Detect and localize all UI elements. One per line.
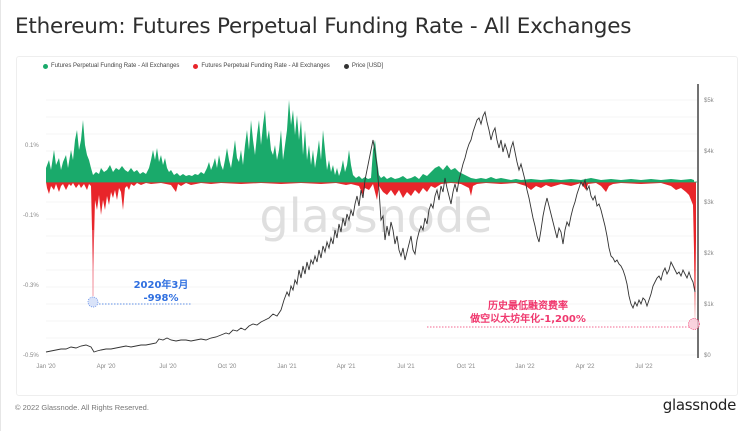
legend-item-funding-positive[interactable]: Futures Perpetual Funding Rate - All Exc… bbox=[43, 63, 179, 69]
y-axis-left: 0.1% -0.1% -0.3% -0.5% bbox=[23, 143, 39, 359]
x-tick: Oct '21 bbox=[457, 364, 476, 370]
legend-label: Futures Perpetual Funding Rate - All Exc… bbox=[201, 63, 330, 69]
price-line bbox=[45, 110, 696, 353]
x-tick: Jan '22 bbox=[515, 364, 535, 370]
y-axis-right: $5k $4k $3k $2k $1k $0 bbox=[704, 98, 715, 359]
y-tick-left: -0.1% bbox=[23, 213, 39, 219]
legend-dot-red-icon bbox=[193, 63, 199, 69]
x-tick: Jul '21 bbox=[397, 364, 415, 370]
annotation-march-2020-date: 2020年3月 bbox=[134, 278, 189, 291]
y-tick-right: $1k bbox=[704, 302, 715, 308]
x-tick: Apr '22 bbox=[576, 364, 595, 370]
legend-label: Futures Perpetual Funding Rate - All Exc… bbox=[51, 63, 180, 69]
x-tick: Jan '21 bbox=[277, 364, 297, 370]
y-tick-right: $2k bbox=[704, 251, 715, 257]
y-tick-left: -0.5% bbox=[23, 353, 39, 359]
y-tick-right: $5k bbox=[704, 98, 715, 104]
annotation-march-2020: 2020年3月 -998% bbox=[87, 230, 191, 308]
chart-panel bbox=[16, 56, 738, 396]
funding-positive-area bbox=[46, 100, 694, 182]
y-tick-right: $0 bbox=[704, 353, 711, 359]
legend-item-funding-negative[interactable]: Futures Perpetual Funding Rate - All Exc… bbox=[193, 63, 330, 69]
footer-copyright: © 2022 Glassnode. All Rights Reserved. bbox=[15, 403, 149, 412]
x-tick: Jul '20 bbox=[159, 364, 177, 370]
legend-label: Price [USD] bbox=[351, 63, 384, 69]
legend-dot-black-icon bbox=[343, 63, 349, 69]
annotation-record-low-value: 做空以太坊年化-1,200% bbox=[469, 312, 586, 325]
legend-dot-green-icon bbox=[43, 63, 48, 69]
chart-legend: Futures Perpetual Funding Rate - All Exc… bbox=[43, 63, 383, 69]
y-tick-left: -0.3% bbox=[23, 283, 39, 289]
x-tick: Jul '22 bbox=[635, 364, 653, 370]
annotation-march-2020-value: -998% bbox=[143, 293, 178, 304]
page-title: Ethereum: Futures Perpetual Funding Rate… bbox=[15, 14, 632, 39]
annotation-record-low-title: 历史最低融资费率 bbox=[488, 299, 568, 312]
y-tick-left: 0.1% bbox=[25, 143, 39, 149]
x-tick: Apr '21 bbox=[337, 364, 356, 370]
annotation-record-low: 历史最低融资费率 做空以太坊年化-1,200% bbox=[427, 299, 700, 330]
x-axis: Jan '20 Apr '20 Jul '20 Oct '20 Jan '21 … bbox=[36, 364, 653, 370]
x-tick: Jan '20 bbox=[36, 364, 56, 370]
y-tick-right: $4k bbox=[704, 149, 715, 155]
watermark-logo: glassnode bbox=[260, 189, 493, 243]
y-tick-right: $3k bbox=[704, 200, 715, 206]
x-tick: Apr '20 bbox=[97, 364, 116, 370]
x-tick: Oct '20 bbox=[218, 364, 237, 370]
footer-logo[interactable]: glassnode bbox=[662, 396, 737, 414]
legend-item-price[interactable]: Price [USD] bbox=[343, 63, 384, 69]
